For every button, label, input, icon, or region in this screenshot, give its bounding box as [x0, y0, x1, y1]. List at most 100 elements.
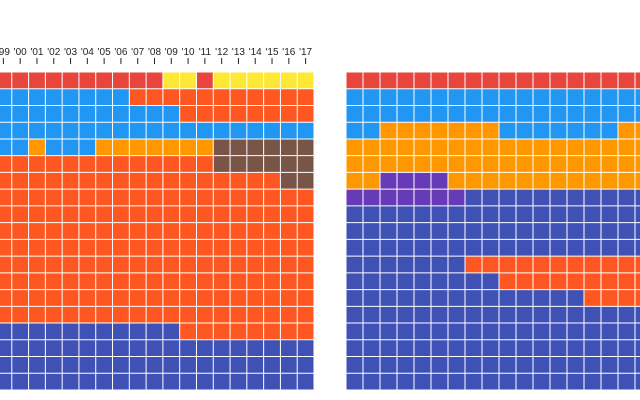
heatmap-cell: [0, 172, 12, 190]
heatmap-cell: [263, 155, 281, 173]
heatmap-cell: [618, 105, 635, 123]
heatmap-cell: [196, 105, 214, 123]
heatmap-cell: [550, 72, 567, 89]
heatmap-cell: [280, 339, 298, 357]
heatmap-cell: [196, 88, 214, 106]
heatmap-cell: [414, 88, 431, 106]
heatmap-cell: [62, 205, 79, 223]
heatmap-cell: [482, 72, 499, 89]
heatmap-cell: [246, 373, 264, 390]
heatmap-cell: [62, 373, 79, 390]
heatmap-cell: [112, 138, 130, 156]
heatmap-cell: [397, 239, 414, 257]
heatmap-cell: [499, 88, 516, 106]
heatmap-cell: [11, 189, 29, 206]
heatmap-cell: [246, 222, 264, 240]
heatmap-cell: [618, 189, 635, 206]
heatmap-cell: [635, 222, 640, 240]
heatmap-cell: [179, 306, 197, 324]
heatmap-cell: [230, 122, 247, 139]
heatmap-cell: [45, 88, 63, 106]
heatmap-cell: [635, 88, 640, 106]
heatmap-cell: [179, 256, 197, 273]
heatmap-cell: [448, 373, 465, 390]
heatmap-cell: [431, 239, 448, 257]
heatmap-cell: [618, 356, 635, 374]
heatmap-cell: [112, 289, 130, 307]
heatmap-cell: [533, 256, 550, 273]
heatmap-cell: [601, 72, 618, 89]
heatmap-cell: [499, 189, 516, 206]
heatmap-cell: [129, 222, 147, 240]
x-tick-label: '00: [14, 47, 27, 58]
heatmap-cell: [346, 239, 363, 257]
heatmap-cell: [196, 373, 214, 390]
heatmap-cell: [465, 72, 482, 89]
heatmap-cell: [533, 339, 550, 357]
heatmap-cell: [499, 323, 516, 340]
heatmap-cell: [499, 256, 516, 273]
heatmap-cell: [584, 373, 601, 390]
heatmap-cell: [280, 138, 298, 156]
heatmap-cell: [448, 205, 465, 223]
heatmap-cell: [28, 373, 46, 390]
heatmap-cell: [45, 356, 63, 374]
heatmap-cell: [129, 72, 147, 89]
heatmap-cell: [380, 172, 397, 190]
heatmap-cell: [0, 323, 12, 340]
heatmap-cell: [129, 122, 147, 139]
x-tick-label: '07: [131, 47, 144, 58]
heatmap-cell: [45, 138, 63, 156]
heatmap-cell: [516, 105, 533, 123]
heatmap-cell: [363, 105, 380, 123]
heatmap-cell: [397, 105, 414, 123]
heatmap-cell: [263, 138, 281, 156]
heatmap-cell: [346, 306, 363, 324]
heatmap-cell: [0, 105, 12, 123]
heatmap-cell: [246, 88, 264, 106]
heatmap-cell: [482, 222, 499, 240]
heatmap-cell: [280, 373, 298, 390]
heatmap-cell: [482, 189, 499, 206]
heatmap-cell: [297, 256, 314, 273]
heatmap-cell: [129, 306, 147, 324]
heatmap-cell: [0, 72, 12, 89]
heatmap-cell: [213, 88, 231, 106]
heatmap-cell: [584, 272, 601, 290]
heatmap-cell: [601, 122, 618, 139]
heatmap-cell: [146, 289, 163, 307]
x-tick-label: '99: [0, 47, 10, 58]
heatmap-cell: [78, 138, 96, 156]
heatmap-cell: [414, 306, 431, 324]
heatmap-cell: [196, 339, 214, 357]
heatmap-cell: [78, 323, 96, 340]
heatmap-cell: [584, 289, 601, 307]
heatmap-cell: [363, 122, 380, 139]
heatmap-cell: [618, 239, 635, 257]
heatmap-cell: [162, 88, 180, 106]
heatmap-cell: [45, 72, 63, 89]
heatmap-cell: [516, 239, 533, 257]
heatmap-cell: [601, 373, 618, 390]
heatmap-cell: [162, 289, 180, 307]
heatmap-cell: [533, 239, 550, 257]
heatmap-cell: [499, 289, 516, 307]
heatmap-cell: [618, 306, 635, 324]
heatmap-cell: [584, 189, 601, 206]
heatmap-cell: [635, 122, 640, 139]
heatmap-cell: [246, 205, 264, 223]
heatmap-cell: [533, 323, 550, 340]
heatmap-cell: [179, 356, 197, 374]
x-tick-label: '15: [266, 47, 279, 58]
heatmap-cell: [397, 205, 414, 223]
heatmap-cell: [146, 306, 163, 324]
heatmap-cell: [213, 222, 231, 240]
heatmap-cell: [263, 306, 281, 324]
heatmap-cell: [78, 239, 96, 257]
heatmap-cell: [129, 339, 147, 357]
heatmap-cell: [635, 289, 640, 307]
heatmap-cell: [346, 172, 363, 190]
heatmap-cell: [196, 172, 214, 190]
heatmap-cell: [146, 189, 163, 206]
heatmap-cell: [297, 356, 314, 374]
